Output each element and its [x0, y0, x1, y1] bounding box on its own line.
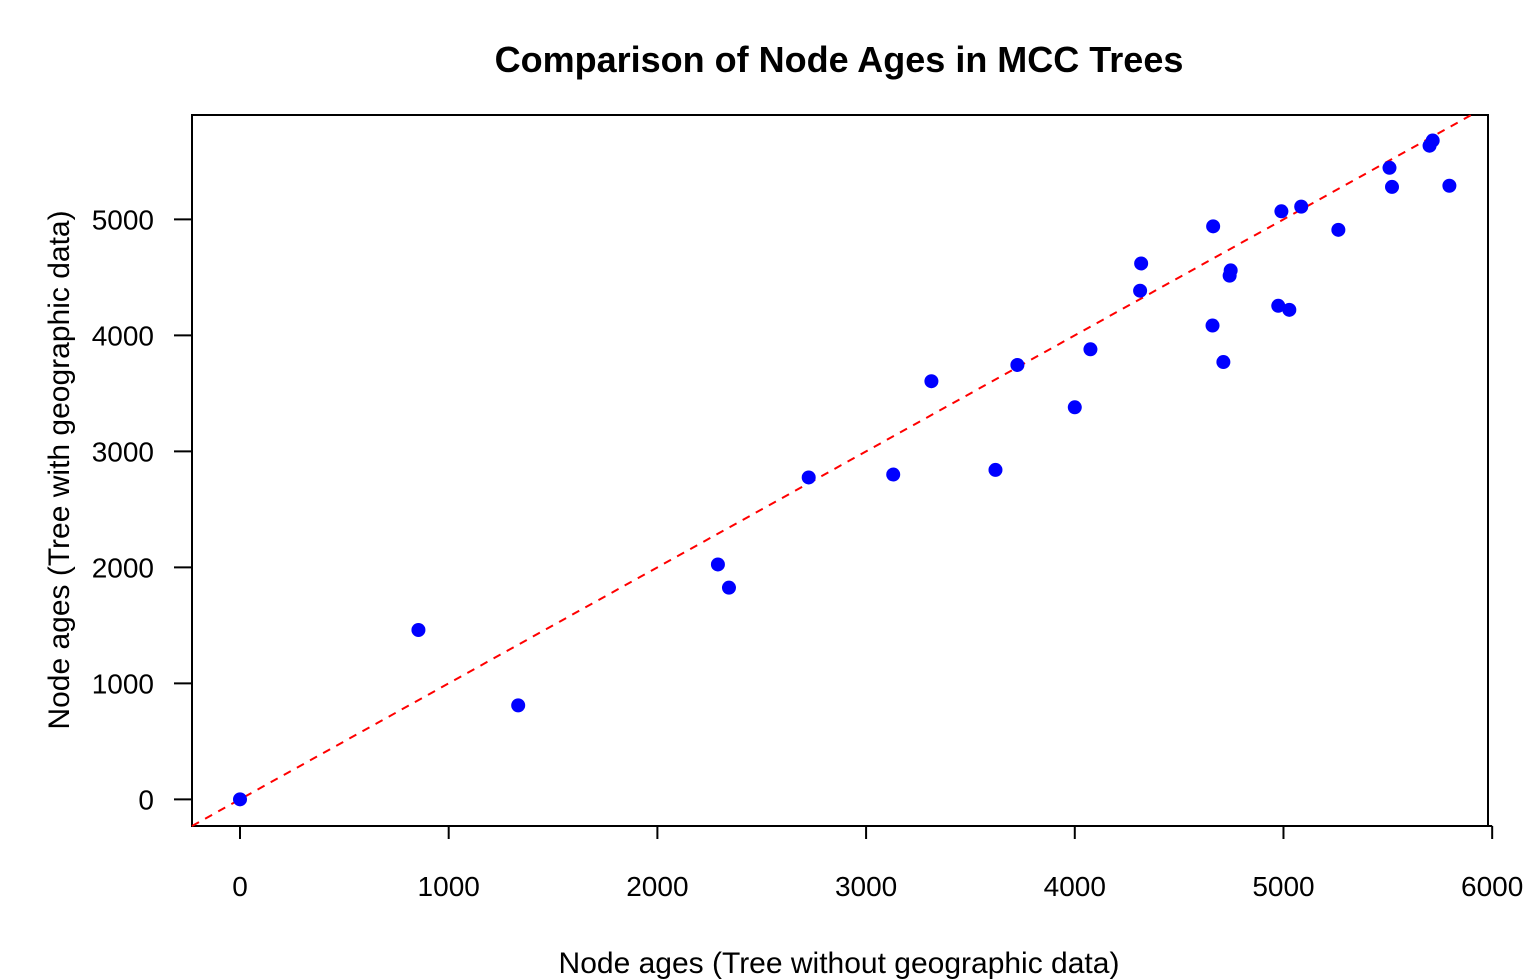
data-point [886, 467, 901, 482]
data-point [1271, 298, 1286, 313]
data-point [1206, 219, 1221, 234]
data-point [1010, 357, 1025, 372]
data-point [924, 374, 939, 389]
data-point [801, 470, 816, 485]
x-axis-label: Node ages (Tree without geographic data) [559, 947, 1120, 980]
x-tick-label: 3000 [835, 871, 897, 902]
data-point [233, 792, 247, 807]
data-point [1223, 263, 1238, 278]
x-tick-label: 0 [232, 871, 248, 902]
x-tick-label: 1000 [418, 871, 480, 902]
data-point [710, 557, 725, 572]
chart-title: Comparison of Node Ages in MCC Trees [495, 39, 1184, 80]
data-point [1216, 355, 1231, 370]
plot-frame [191, 114, 1489, 827]
data-point [1294, 199, 1309, 214]
data-point [1133, 283, 1148, 298]
y-tick-label: 0 [138, 784, 154, 815]
y-tick-label: 3000 [92, 436, 154, 467]
x-tick-label: 4000 [1044, 871, 1106, 902]
data-point [1282, 302, 1297, 317]
data-point [1067, 400, 1082, 415]
data-point [1385, 179, 1399, 194]
data-points [233, 133, 1457, 807]
x-axis: 0 1000 2000 3000 4000 5000 6000 [232, 825, 1523, 902]
data-point [1083, 342, 1098, 357]
data-point [988, 462, 1003, 477]
data-point [721, 580, 736, 595]
data-point [1331, 222, 1346, 237]
data-point [511, 698, 526, 713]
y-axis-label: Node ages (Tree with geographic data) [43, 210, 76, 729]
data-point [1205, 318, 1220, 333]
y-axis: 0 1000 2000 3000 4000 5000 [92, 204, 193, 815]
data-point [1382, 160, 1397, 175]
y-tick-label: 4000 [92, 320, 154, 351]
data-point [411, 622, 426, 637]
x-tick-label: 5000 [1252, 871, 1314, 902]
x-tick-label: 2000 [626, 871, 688, 902]
data-point [1134, 256, 1149, 271]
identity-reference-line [191, 114, 1472, 827]
y-tick-label: 2000 [92, 552, 154, 583]
data-point [1425, 133, 1440, 148]
x-tick-label: 6000 [1461, 871, 1523, 902]
y-tick-label: 1000 [92, 668, 154, 699]
data-point [1274, 204, 1289, 219]
data-point [1442, 178, 1457, 193]
y-tick-label: 5000 [92, 204, 154, 235]
